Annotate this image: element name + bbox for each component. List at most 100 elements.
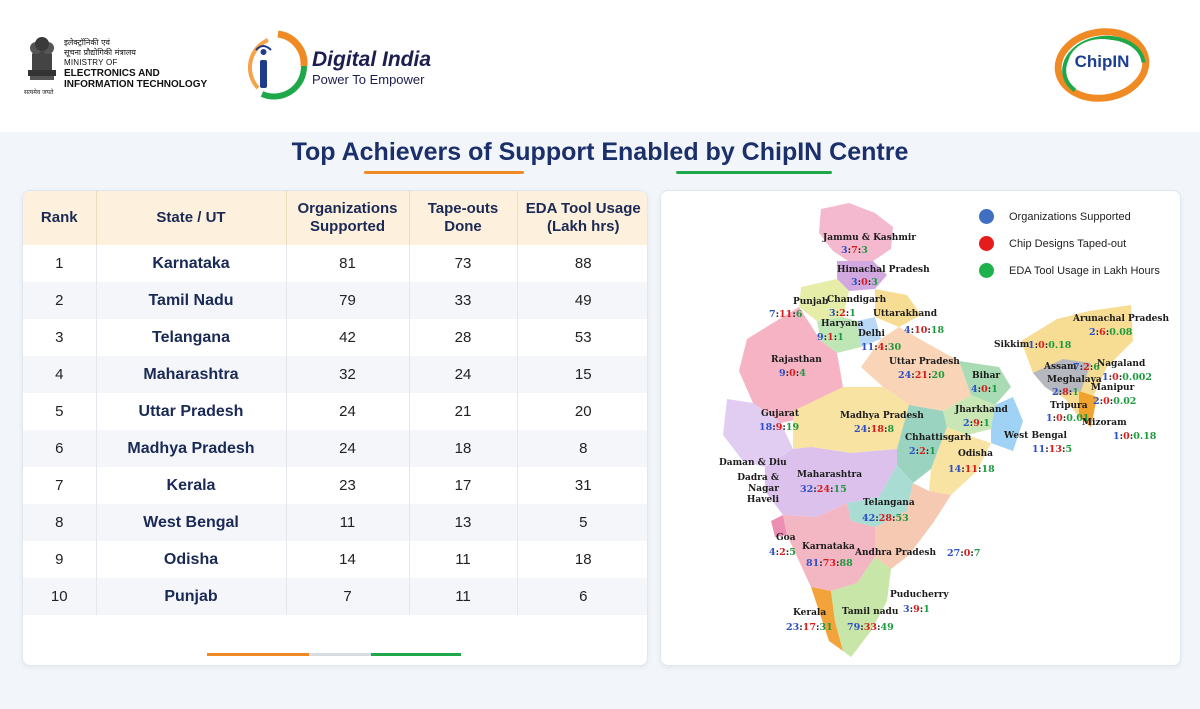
- map-values-karnataka: 81:73:88: [806, 558, 853, 569]
- cell-tapeouts: 17: [409, 467, 518, 504]
- map-label-maharashtra: Maharashtra: [797, 470, 863, 480]
- map-value-orgs: 2: [909, 446, 916, 457]
- map-value-eda: 53: [895, 513, 909, 524]
- cell-eda: 53: [574, 329, 592, 346]
- map-value-tapeouts: 28: [878, 513, 892, 524]
- map-label-puducherry: Puducherry: [890, 590, 949, 600]
- india-map-graphic: [723, 203, 1133, 657]
- map-values-jharkhand: 2:9:1: [963, 418, 990, 429]
- table-footer-bar-orange: [207, 653, 309, 656]
- map-region-himachal: [837, 261, 887, 291]
- map-value-orgs: 42: [862, 513, 876, 524]
- cell-orgs: 79: [286, 282, 410, 319]
- cell-rank: 4: [23, 356, 97, 393]
- header-orgs: Organizations Supported: [286, 191, 410, 245]
- cell-orgs: 14: [286, 541, 410, 578]
- map-value-tapeouts: 2: [1083, 362, 1090, 373]
- map-value-eda: 6: [795, 309, 803, 320]
- meity-logo: सत्यमेव जयते इलेक्ट्रॉनिकी एवं सूचना प्र…: [24, 32, 224, 98]
- map-label-delhi: Delhi: [858, 329, 885, 339]
- map-value-eda: 0.18: [1048, 340, 1072, 351]
- chipin-logo-text: ChipIN: [1074, 52, 1130, 71]
- cell-tapeouts: 11: [409, 541, 518, 578]
- map-value-eda: 1: [983, 418, 990, 429]
- map-value-orgs: 3: [829, 308, 836, 319]
- map-value-tapeouts: 0: [789, 368, 796, 379]
- cell-eda: 18: [574, 551, 592, 568]
- map-value-tapeouts: 9: [775, 422, 783, 433]
- map-region-andhra: [875, 483, 951, 569]
- map-value-eda: 31: [819, 622, 833, 633]
- map-values-arunachal: 2:6:0.08: [1089, 327, 1133, 338]
- digital-india-swoosh-icon: [248, 30, 308, 100]
- map-label-punjab: Punjab: [793, 297, 829, 307]
- map-value-orgs: 32: [800, 484, 814, 495]
- map-region-rajasthan: [739, 307, 843, 423]
- cell-orgs: 32: [286, 356, 410, 393]
- map-value-tapeouts: 0: [1103, 396, 1110, 407]
- legend-dot-green-icon: [979, 263, 994, 278]
- map-value-tapeouts: 73: [822, 558, 836, 569]
- map-values-assam: 7:2:6: [1073, 362, 1100, 373]
- map-value-eda: 0.08: [1109, 327, 1133, 338]
- map-label-jammu-kashmir: Jammu & Kashmir: [823, 233, 917, 243]
- map-values-bihar: 4:0:1: [971, 384, 998, 395]
- map-value-orgs: 3: [851, 277, 858, 288]
- header-eda-line1: EDA Tool Usage: [525, 200, 641, 217]
- national-emblem-icon: [28, 37, 56, 80]
- header-tapeouts-line2: Done: [444, 218, 482, 235]
- map-region-odisha: [929, 427, 991, 495]
- map-value-tapeouts: 10: [914, 325, 928, 336]
- map-value-tapeouts: 4: [877, 342, 885, 353]
- header-eda: EDA Tool Usage (Lakh hrs): [517, 191, 647, 245]
- map-region-karnataka: [783, 503, 875, 591]
- map-label-west-bengal: West Bengal: [1004, 431, 1067, 441]
- cell-eda: 6: [517, 578, 647, 615]
- cell-state: Kerala: [96, 467, 287, 504]
- map-value-orgs: 9: [779, 368, 786, 379]
- cell-orgs: 11: [286, 504, 410, 541]
- cell-rank: 2: [23, 282, 97, 319]
- map-region-goa: [771, 515, 787, 537]
- map-region-gujarat: [723, 399, 793, 467]
- digital-india-title: Digital India: [312, 48, 432, 71]
- cell-rank: 8: [23, 504, 97, 541]
- header-tapeouts-line1: Tape-outs: [427, 200, 499, 217]
- map-label-meghalaya: Meghalaya: [1047, 375, 1102, 385]
- map-value-orgs: 24: [854, 424, 868, 435]
- map-value-orgs: 2: [1052, 387, 1059, 398]
- map-region-haryana: [817, 317, 861, 353]
- map-value-tapeouts: 0: [963, 548, 971, 559]
- cell-state: Maharashtra: [96, 356, 287, 393]
- map-label-tripura: Tripura: [1050, 401, 1088, 411]
- map-region-bihar: [959, 361, 1011, 405]
- cell-tapeouts: 11: [409, 578, 518, 615]
- cell-tapeouts: 24: [409, 356, 518, 393]
- map-value-tapeouts: 9: [913, 604, 920, 615]
- achievers-table-card: Rank State / UT Organizations Supported T…: [22, 190, 648, 666]
- map-values-maharashtra: 32:24:15: [800, 484, 847, 495]
- map-values-puducherry: 3:9:1: [903, 604, 930, 615]
- cell-rank: 9: [23, 541, 97, 578]
- table-row: 8 West Bengal 11 13 5: [23, 504, 647, 541]
- cell-orgs: 24: [286, 393, 410, 430]
- cell-tapeouts: 18: [409, 430, 518, 467]
- cell-eda: 31: [574, 477, 592, 494]
- map-values-himachal: 3:0:3: [851, 277, 878, 288]
- map-value-tapeouts: 18: [870, 424, 884, 435]
- map-value-tapeouts: 0: [1123, 431, 1130, 442]
- cell-eda: 20: [574, 403, 592, 420]
- cell-orgs: 42: [286, 319, 410, 356]
- table-header-row: Rank State / UT Organizations Supported T…: [23, 191, 647, 245]
- map-value-eda: 4: [799, 368, 806, 379]
- map-value-orgs: 7: [769, 309, 776, 320]
- cell-eda: 15: [517, 356, 647, 393]
- map-label-bihar: Bihar: [972, 371, 1001, 381]
- map-values-jammu-kashmir: 3:7:3: [841, 245, 868, 256]
- map-region-delhi: [857, 317, 881, 347]
- map-value-eda: 0.002: [1122, 372, 1153, 383]
- map-value-orgs: 79: [847, 622, 861, 633]
- map-value-eda: 1: [929, 446, 936, 457]
- ministry-hindi-line1: इलेक्ट्रॉनिकी एवं: [64, 38, 110, 47]
- map-values-punjab: 7:11:6: [769, 309, 803, 320]
